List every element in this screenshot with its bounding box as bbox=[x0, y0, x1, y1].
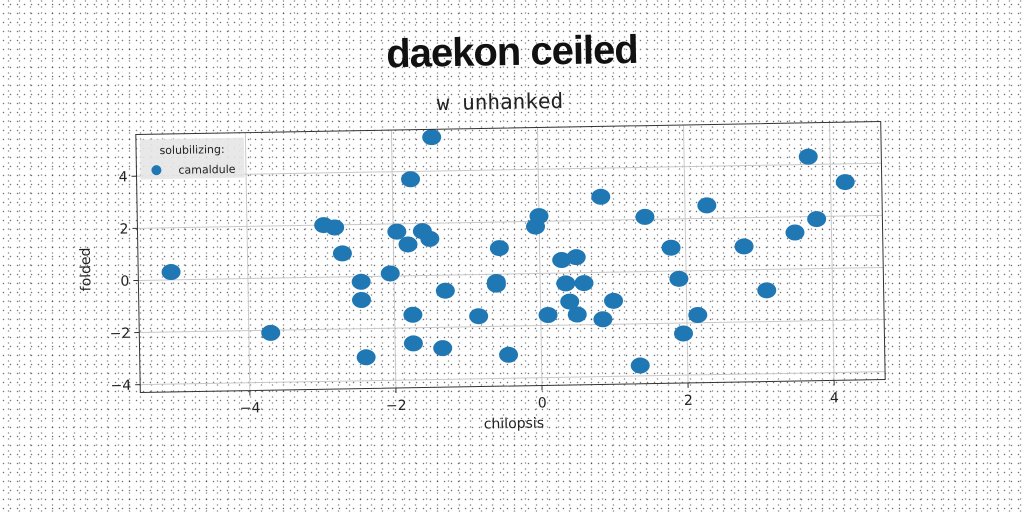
data-point bbox=[734, 238, 753, 254]
data-point bbox=[403, 307, 422, 323]
data-point bbox=[352, 292, 371, 308]
y-tick-label: 2 bbox=[119, 221, 128, 237]
x-grid-line bbox=[830, 122, 835, 380]
y-tick-label: 0 bbox=[120, 274, 129, 290]
data-point bbox=[490, 240, 509, 256]
data-point bbox=[697, 197, 716, 213]
axis-ticks: −4 −2 0 2 4 −4 −2 0 2 4 bbox=[107, 157, 839, 419]
y-tick-label: −2 bbox=[110, 326, 131, 342]
data-point bbox=[556, 275, 575, 291]
legend-series-name: camaldule bbox=[178, 163, 236, 177]
data-point bbox=[261, 325, 280, 341]
legend-title: solubilizing: bbox=[159, 143, 224, 157]
data-point bbox=[436, 283, 455, 299]
data-point bbox=[404, 335, 423, 351]
y-grid-line bbox=[140, 372, 885, 385]
x-tick-label: −2 bbox=[386, 398, 407, 414]
data-point bbox=[635, 209, 654, 225]
x-tick-label: 0 bbox=[538, 395, 547, 411]
data-point bbox=[836, 174, 855, 190]
data-point bbox=[499, 347, 518, 363]
y-tick-label: 4 bbox=[118, 169, 127, 185]
x-grid-line bbox=[537, 128, 542, 386]
data-point bbox=[591, 189, 610, 205]
y-axis-label: folded bbox=[78, 247, 95, 291]
x-grid-line bbox=[684, 125, 689, 383]
data-point bbox=[381, 265, 400, 281]
x-tick-label: −4 bbox=[240, 400, 261, 416]
data-point bbox=[357, 349, 376, 365]
data-point bbox=[661, 240, 680, 256]
x-tick-label: 4 bbox=[830, 390, 839, 406]
y-grid-line bbox=[139, 320, 884, 333]
data-point bbox=[161, 264, 180, 280]
data-point bbox=[469, 308, 488, 324]
y-grid-line bbox=[137, 163, 882, 176]
data-point bbox=[688, 307, 707, 323]
y-grid-line bbox=[138, 267, 883, 280]
data-point bbox=[799, 149, 818, 165]
data-point bbox=[785, 224, 804, 240]
x-axis-label: chilopsis bbox=[484, 415, 545, 432]
data-point bbox=[757, 282, 776, 298]
data-point bbox=[604, 293, 623, 309]
data-point bbox=[333, 245, 352, 261]
x-tick-label: 2 bbox=[684, 393, 693, 409]
data-point bbox=[674, 325, 693, 341]
data-point bbox=[387, 223, 406, 239]
data-point bbox=[631, 357, 650, 373]
x-grid-line bbox=[245, 133, 250, 391]
data-points bbox=[159, 122, 858, 382]
data-point bbox=[807, 211, 826, 227]
x-grid-line bbox=[391, 130, 396, 388]
data-point bbox=[422, 129, 441, 145]
data-point bbox=[401, 171, 420, 187]
data-point bbox=[398, 236, 417, 252]
data-point bbox=[574, 275, 593, 291]
data-point bbox=[433, 340, 452, 356]
legend: solubilizing: camaldule bbox=[140, 138, 245, 180]
y-tick-label: −4 bbox=[110, 378, 131, 394]
y-grid-line bbox=[137, 215, 882, 228]
